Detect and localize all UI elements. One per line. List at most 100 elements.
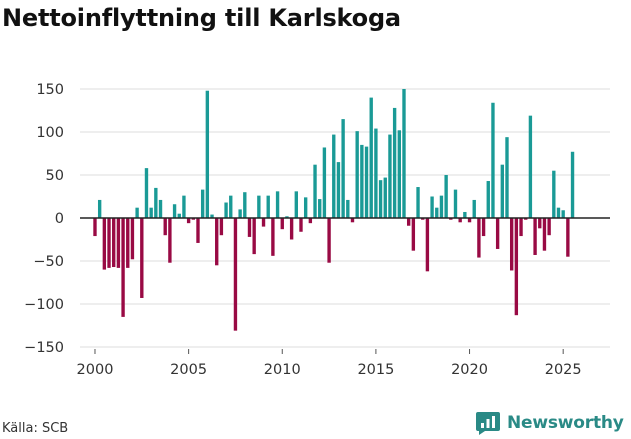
bar bbox=[341, 119, 345, 218]
bar bbox=[542, 218, 547, 251]
x-tick-label: 2005 bbox=[170, 362, 207, 378]
bar bbox=[402, 89, 406, 218]
bar bbox=[285, 216, 289, 218]
axes: −150 −100 −50 0 50 100 150 2000 2005 2010 2015 2020… bbox=[24, 82, 610, 378]
bar bbox=[116, 218, 121, 268]
bar bbox=[289, 218, 294, 240]
bar bbox=[140, 218, 144, 298]
bar bbox=[252, 218, 256, 255]
bar bbox=[355, 131, 359, 218]
bar bbox=[458, 218, 462, 223]
bar bbox=[313, 164, 317, 218]
bar bbox=[430, 196, 434, 218]
bar bbox=[346, 199, 350, 218]
bar bbox=[200, 189, 205, 218]
bar bbox=[168, 218, 172, 263]
bar bbox=[336, 162, 341, 218]
bar bbox=[509, 218, 514, 271]
x-tick-label: 2000 bbox=[77, 362, 114, 378]
chart-title: Nettoinflyttning till Karlskoga bbox=[2, 4, 401, 32]
bar bbox=[505, 137, 509, 218]
x-tick-label: 2010 bbox=[264, 362, 301, 378]
source-note: Källa: SCB bbox=[2, 421, 69, 436]
bar bbox=[364, 146, 369, 218]
bar bbox=[519, 218, 523, 237]
bar bbox=[294, 191, 298, 218]
bar bbox=[411, 218, 416, 251]
bar bbox=[229, 195, 233, 218]
bar bbox=[453, 189, 458, 218]
bar bbox=[500, 164, 504, 218]
bar bbox=[495, 218, 500, 249]
newsworthy-logo-icon bbox=[476, 412, 500, 435]
bar bbox=[547, 218, 551, 236]
bar bbox=[266, 195, 270, 218]
bar bbox=[481, 218, 486, 237]
bar bbox=[318, 199, 322, 218]
bar bbox=[158, 199, 163, 218]
bar bbox=[93, 218, 97, 237]
bar bbox=[107, 218, 111, 268]
bar bbox=[205, 90, 210, 218]
y-tick-label: −150 bbox=[24, 340, 64, 356]
bar bbox=[130, 218, 135, 260]
bar bbox=[322, 147, 327, 218]
y-tick-label: 50 bbox=[46, 168, 64, 184]
bar bbox=[219, 218, 224, 236]
x-tick-label: 2025 bbox=[545, 362, 582, 378]
bar bbox=[388, 134, 392, 218]
bar bbox=[126, 218, 130, 268]
brand-name: Newsworthy bbox=[507, 413, 624, 433]
y-tick-label: 100 bbox=[36, 125, 64, 141]
bar bbox=[561, 210, 565, 218]
bar bbox=[566, 218, 570, 257]
bar bbox=[97, 199, 102, 218]
bar bbox=[360, 144, 364, 218]
y-tick-label: 150 bbox=[36, 82, 64, 98]
bar bbox=[308, 218, 313, 224]
bar bbox=[196, 218, 200, 243]
bar bbox=[172, 204, 177, 218]
bar bbox=[121, 218, 125, 317]
bar bbox=[177, 213, 181, 218]
bar bbox=[102, 218, 107, 270]
bar bbox=[570, 151, 575, 218]
bar bbox=[144, 168, 149, 218]
bar bbox=[514, 218, 519, 316]
bar bbox=[261, 218, 266, 227]
bar bbox=[369, 97, 373, 218]
bar bbox=[406, 218, 411, 226]
bar bbox=[186, 218, 191, 224]
y-tick-label: −100 bbox=[24, 297, 64, 313]
bar bbox=[299, 218, 303, 232]
bar bbox=[486, 181, 490, 218]
bar bbox=[416, 187, 420, 218]
bar bbox=[467, 218, 472, 223]
bar bbox=[472, 199, 476, 218]
bar bbox=[243, 192, 247, 218]
bar bbox=[215, 218, 219, 266]
bar bbox=[421, 218, 425, 220]
bar bbox=[112, 218, 116, 268]
bar bbox=[397, 130, 401, 218]
bar bbox=[233, 218, 238, 331]
bar bbox=[247, 218, 252, 237]
x-tick-label: 2015 bbox=[357, 362, 394, 378]
bar bbox=[303, 197, 308, 218]
bar bbox=[280, 218, 284, 230]
bar bbox=[224, 202, 228, 218]
bar bbox=[135, 207, 139, 218]
bar bbox=[332, 134, 336, 218]
bars bbox=[93, 89, 575, 331]
bar bbox=[524, 218, 528, 220]
bar bbox=[444, 175, 448, 218]
bar bbox=[378, 180, 383, 218]
bar bbox=[154, 187, 158, 218]
y-tick-label: −50 bbox=[33, 254, 64, 270]
brand[interactable]: Newsworthy bbox=[475, 408, 624, 438]
bar bbox=[449, 218, 453, 220]
bar bbox=[238, 209, 242, 218]
bar bbox=[556, 207, 561, 218]
bar bbox=[350, 218, 355, 223]
